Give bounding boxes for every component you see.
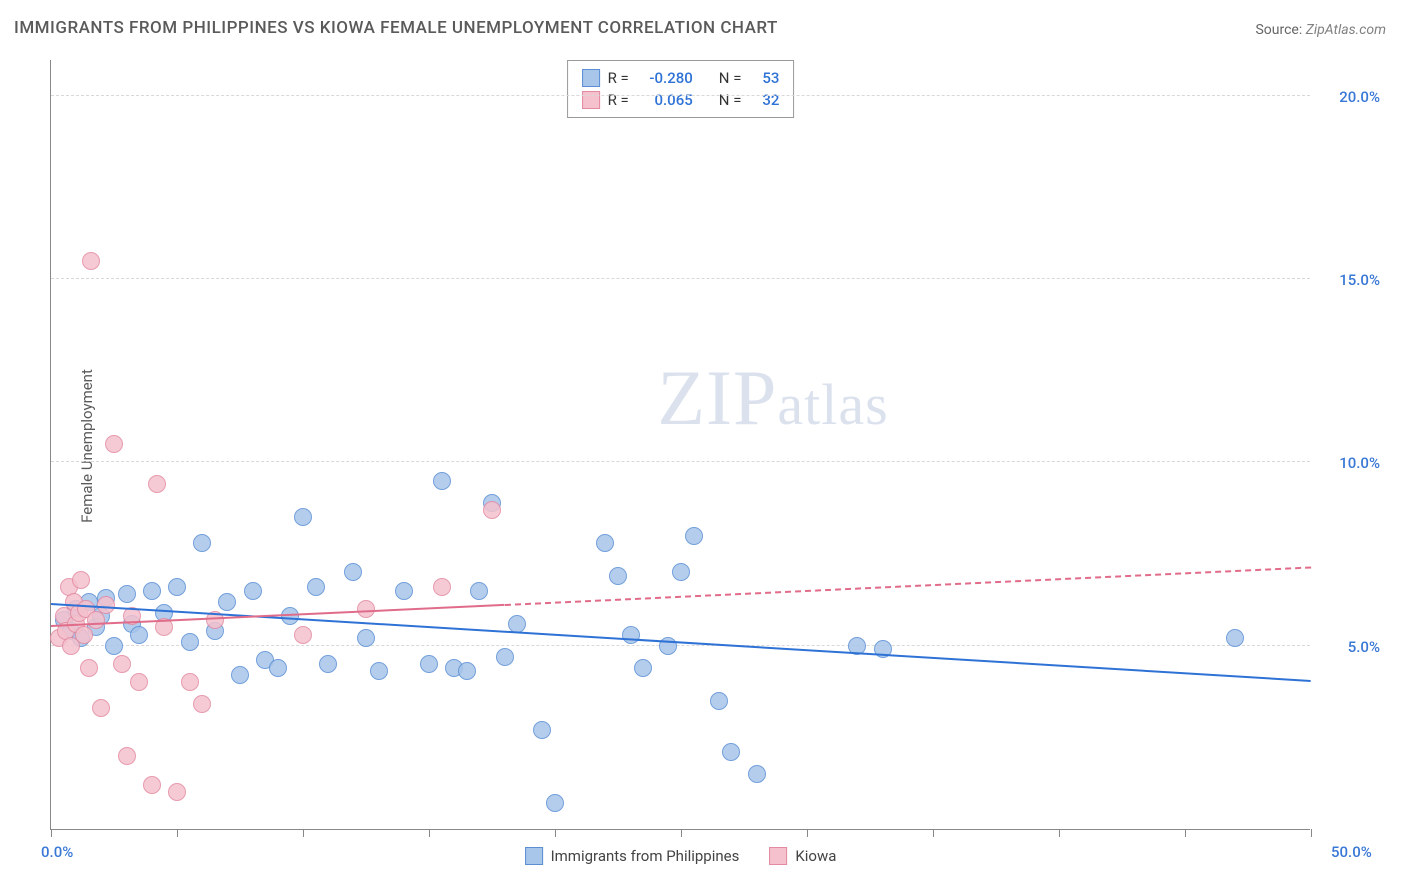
y-tick-label: 5.0% <box>1348 638 1380 656</box>
stats-row: R = -0.280 N = 53 <box>582 67 780 89</box>
data-point <box>685 527 703 545</box>
source-value: ZipAtlas.com <box>1306 22 1386 38</box>
legend-label: Kiowa <box>795 847 836 865</box>
data-point <box>130 673 148 691</box>
x-tick <box>681 829 682 837</box>
data-point <box>244 582 262 600</box>
x-tick <box>1059 829 1060 837</box>
legend-item: Immigrants from Philippines <box>525 847 740 865</box>
n-label: N = <box>719 69 742 87</box>
x-tick <box>429 829 430 837</box>
watermark: ZIPatlas <box>657 353 888 443</box>
r-label: R = <box>608 69 629 87</box>
data-point <box>80 659 98 677</box>
source-label: Source: <box>1255 22 1302 38</box>
x-tick <box>51 829 52 837</box>
legend-item: Kiowa <box>769 847 836 865</box>
data-point <box>496 648 514 666</box>
data-point <box>231 666 249 684</box>
data-point <box>181 633 199 651</box>
data-point <box>546 794 564 812</box>
data-point <box>105 435 123 453</box>
y-tick-label: 10.0% <box>1339 454 1380 472</box>
stats-row: R =0.065N =32 <box>582 89 780 111</box>
data-point <box>148 475 166 493</box>
data-point <box>470 582 488 600</box>
data-point <box>634 659 652 677</box>
x-tick-label: 0.0% <box>41 843 73 861</box>
data-point <box>533 721 551 739</box>
gridline <box>51 95 1310 96</box>
x-tick <box>933 829 934 837</box>
y-tick-label: 15.0% <box>1339 271 1380 289</box>
x-tick <box>807 829 808 837</box>
gridline <box>51 645 1310 646</box>
x-tick <box>555 829 556 837</box>
data-point <box>609 567 627 585</box>
x-tick-label: 50.0% <box>1331 843 1372 861</box>
data-point <box>143 776 161 794</box>
data-point <box>294 508 312 526</box>
data-point <box>420 655 438 673</box>
data-point <box>118 585 136 603</box>
data-point <box>458 662 476 680</box>
data-point <box>269 659 287 677</box>
data-point <box>483 501 501 519</box>
legend: Immigrants from Philippines Kiowa <box>525 847 837 865</box>
x-tick <box>303 829 304 837</box>
legend-swatch <box>769 847 787 865</box>
data-point <box>319 655 337 673</box>
chart-title: IMMIGRANTS FROM PHILIPPINES VS KIOWA FEM… <box>14 18 778 38</box>
stats-box: R = -0.280 N = 53 R =0.065N =32 <box>567 60 795 118</box>
data-point <box>596 534 614 552</box>
legend-label: Immigrants from Philippines <box>551 847 740 865</box>
data-point <box>622 626 640 644</box>
data-point <box>113 655 131 673</box>
data-point <box>143 582 161 600</box>
data-point <box>1226 629 1244 647</box>
r-value: -0.280 <box>637 69 693 87</box>
data-point <box>748 765 766 783</box>
legend-swatch <box>525 847 543 865</box>
data-point <box>72 571 90 589</box>
x-tick <box>177 829 178 837</box>
data-point <box>168 578 186 596</box>
data-point <box>193 695 211 713</box>
data-point <box>722 743 740 761</box>
gridline <box>51 278 1310 279</box>
data-point <box>433 472 451 490</box>
data-point <box>294 626 312 644</box>
data-point <box>307 578 325 596</box>
data-point <box>82 252 100 270</box>
data-point <box>181 673 199 691</box>
data-point <box>218 593 236 611</box>
n-value: 53 <box>749 69 779 87</box>
x-tick <box>1185 829 1186 837</box>
plot-area: ZIPatlas R =-0.280N =53R =0.065N =32 Imm… <box>50 60 1310 830</box>
data-point <box>344 563 362 581</box>
x-tick <box>1311 829 1312 837</box>
data-point <box>118 747 136 765</box>
data-point <box>357 629 375 647</box>
data-point <box>75 626 93 644</box>
data-point <box>168 783 186 801</box>
data-point <box>433 578 451 596</box>
y-tick-label: 20.0% <box>1339 88 1380 106</box>
data-point <box>508 615 526 633</box>
data-point <box>92 699 110 717</box>
data-point <box>193 534 211 552</box>
data-point <box>370 662 388 680</box>
data-point <box>710 692 728 710</box>
gridline <box>51 461 1310 462</box>
data-point <box>130 626 148 644</box>
data-point <box>105 637 123 655</box>
legend-swatch <box>582 69 600 87</box>
data-point <box>672 563 690 581</box>
data-point <box>395 582 413 600</box>
source-attribution: Source: ZipAtlas.com <box>1255 22 1386 38</box>
